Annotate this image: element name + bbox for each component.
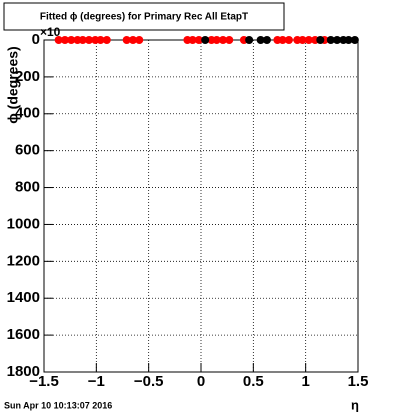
- point: [102, 36, 111, 44]
- y-tick-label: 0: [32, 31, 40, 48]
- y-tick-label: 1200: [7, 252, 40, 269]
- x-tick-label: 0: [197, 373, 205, 390]
- x-tick-label: 0.5: [243, 373, 264, 390]
- point: [96, 36, 105, 44]
- point: [326, 36, 335, 44]
- y-tick-label: 1400: [7, 289, 40, 306]
- x-tick-label: 1.5: [348, 373, 369, 390]
- point: [194, 36, 203, 44]
- point: [278, 36, 287, 44]
- point: [135, 36, 144, 44]
- title-box: [3, 2, 285, 31]
- point: [262, 36, 271, 44]
- point: [201, 36, 210, 44]
- point: [85, 36, 94, 44]
- y-tick-label: 800: [15, 179, 40, 196]
- point: [344, 36, 353, 44]
- x-tick-label: −1.5: [29, 373, 59, 390]
- chart-title: Fitted ϕ (degrees) for Primary Rec All E…: [40, 12, 248, 23]
- x-tick-label: 1: [301, 373, 309, 390]
- point: [284, 36, 293, 44]
- point: [350, 36, 359, 44]
- x-tick-label: −1: [88, 373, 105, 390]
- point: [60, 36, 69, 44]
- point: [225, 36, 234, 44]
- point: [304, 36, 313, 44]
- x-tick-label: −0.5: [134, 373, 164, 390]
- y-axis-label: ϕ (degrees): [5, 46, 21, 123]
- point: [212, 36, 221, 44]
- point: [316, 36, 325, 44]
- x-axis-label: η: [351, 397, 359, 412]
- timestamp: Sun Apr 10 10:13:07 2016: [4, 400, 112, 410]
- point: [54, 36, 63, 44]
- y-tick-label: 1600: [7, 326, 40, 343]
- point: [218, 36, 227, 44]
- point: [245, 36, 254, 44]
- point: [78, 36, 87, 44]
- y-tick-label: 1800: [7, 363, 40, 380]
- point: [188, 36, 197, 44]
- point: [333, 36, 342, 44]
- point: [128, 36, 137, 44]
- point: [298, 36, 307, 44]
- point: [122, 36, 131, 44]
- point: [256, 36, 265, 44]
- y-tick-label: 600: [15, 142, 40, 159]
- y-tick-label: 400: [15, 105, 40, 122]
- y-tick-label: 200: [15, 68, 40, 85]
- y-tick-label: 1000: [7, 215, 40, 232]
- point: [67, 36, 76, 44]
- y-exponent: ×10: [40, 25, 61, 39]
